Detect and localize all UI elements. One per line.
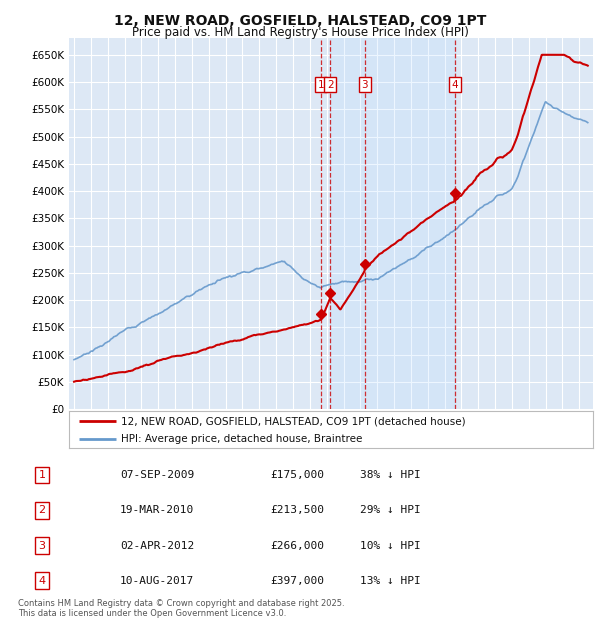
Text: 13% ↓ HPI: 13% ↓ HPI: [360, 576, 421, 586]
Text: 3: 3: [38, 541, 46, 551]
Bar: [330, 38, 455, 409]
Text: 4: 4: [451, 80, 458, 90]
Text: 07-SEP-2009: 07-SEP-2009: [120, 470, 194, 480]
Text: 2: 2: [327, 80, 334, 90]
Text: Contains HM Land Registry data © Crown copyright and database right 2025.
This d: Contains HM Land Registry data © Crown c…: [18, 599, 344, 618]
Text: 2: 2: [38, 505, 46, 515]
Text: £397,000: £397,000: [270, 576, 324, 586]
Text: 19-MAR-2010: 19-MAR-2010: [120, 505, 194, 515]
Text: £175,000: £175,000: [270, 470, 324, 480]
Text: 10-AUG-2017: 10-AUG-2017: [120, 576, 194, 586]
Text: 1: 1: [318, 80, 325, 90]
Text: 29% ↓ HPI: 29% ↓ HPI: [360, 505, 421, 515]
Text: 10% ↓ HPI: 10% ↓ HPI: [360, 541, 421, 551]
Text: 12, NEW ROAD, GOSFIELD, HALSTEAD, CO9 1PT: 12, NEW ROAD, GOSFIELD, HALSTEAD, CO9 1P…: [114, 14, 486, 28]
Text: 02-APR-2012: 02-APR-2012: [120, 541, 194, 551]
Text: 12, NEW ROAD, GOSFIELD, HALSTEAD, CO9 1PT (detached house): 12, NEW ROAD, GOSFIELD, HALSTEAD, CO9 1P…: [121, 417, 466, 427]
Text: £266,000: £266,000: [270, 541, 324, 551]
Text: 1: 1: [38, 470, 46, 480]
Text: HPI: Average price, detached house, Braintree: HPI: Average price, detached house, Brai…: [121, 434, 363, 444]
Text: 4: 4: [38, 576, 46, 586]
Text: 3: 3: [361, 80, 368, 90]
Text: Price paid vs. HM Land Registry's House Price Index (HPI): Price paid vs. HM Land Registry's House …: [131, 26, 469, 39]
Text: £213,500: £213,500: [270, 505, 324, 515]
Text: 38% ↓ HPI: 38% ↓ HPI: [360, 470, 421, 480]
